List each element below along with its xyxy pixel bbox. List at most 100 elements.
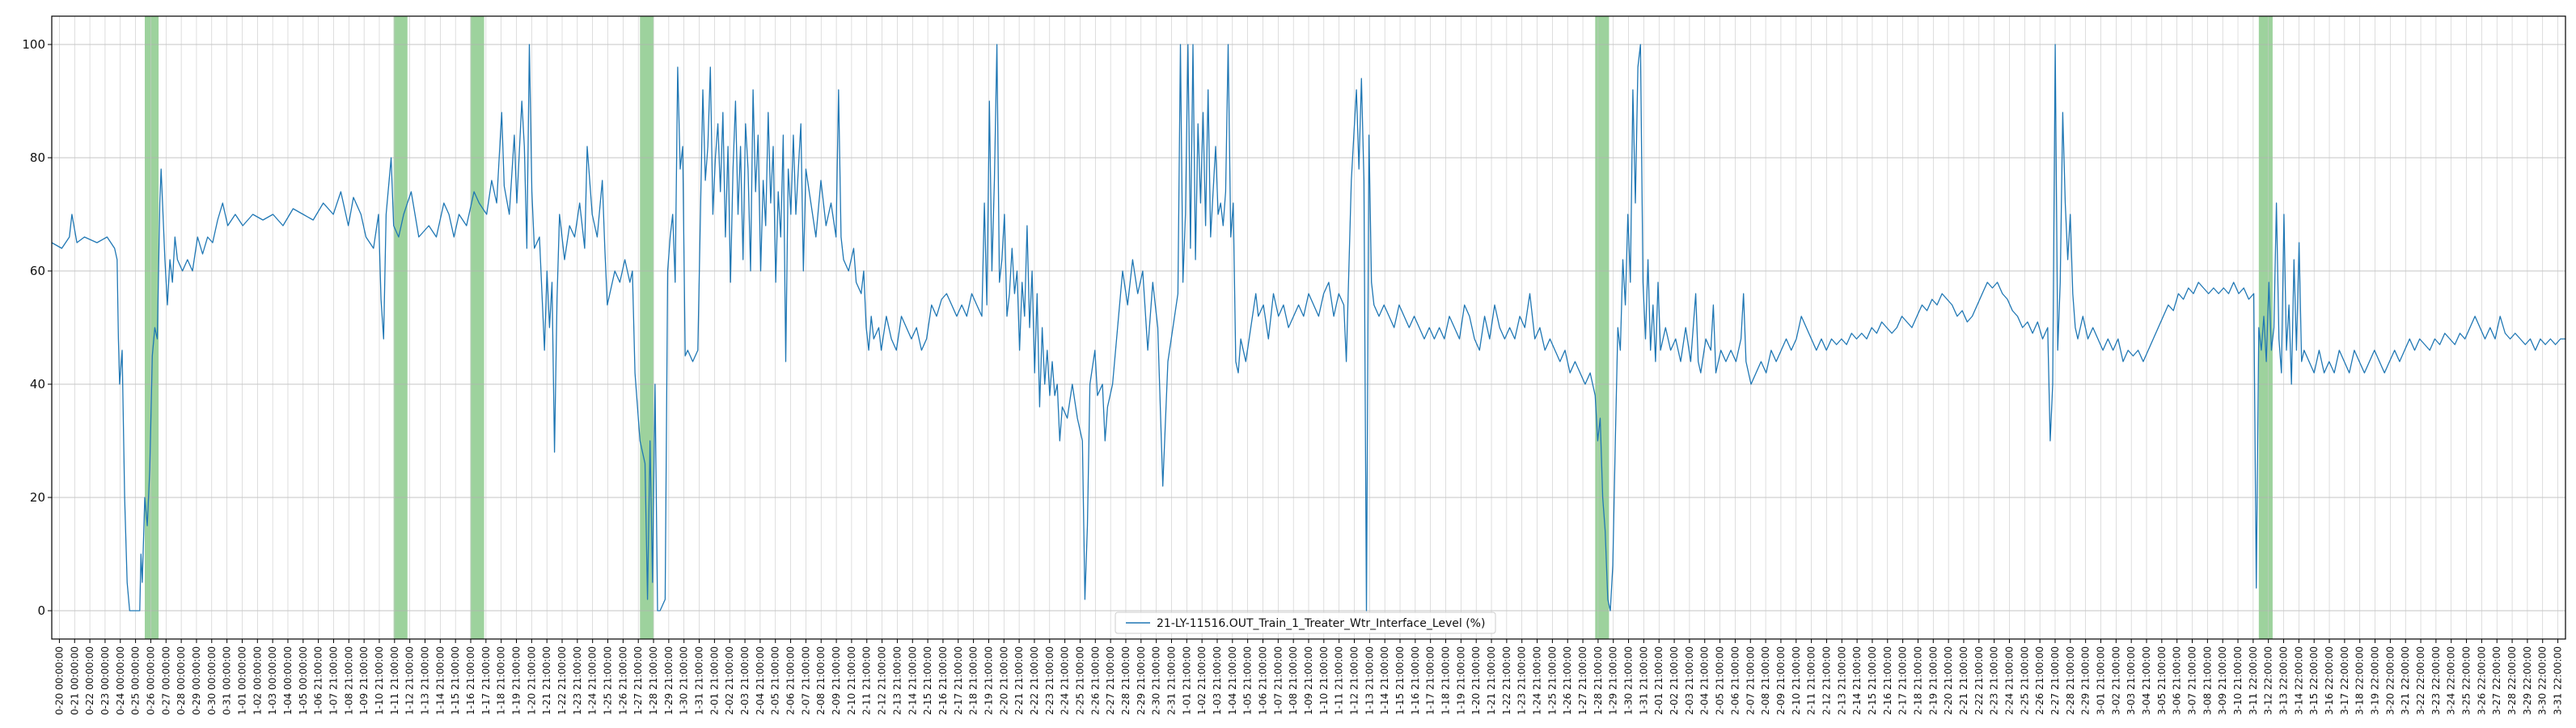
x-tick-label-52: 2-10 21:00:00 xyxy=(846,646,857,715)
x-tick-label-22: 1-11 21:00:00 xyxy=(389,646,400,715)
x-tick-label-156: 3-23 22:00:00 xyxy=(2430,646,2442,715)
x-tick-label-155: 3-22 22:00:00 xyxy=(2415,646,2426,715)
x-tick-label-152: 3-19 22:00:00 xyxy=(2370,646,2381,715)
x-tick-label-13: 1-02 00:00:00 xyxy=(252,646,263,715)
y-tick-label-2: 40 xyxy=(30,377,45,392)
x-tick-label-53: 2-11 21:00:00 xyxy=(861,646,873,715)
x-tick-label-154: 3-21 22:00:00 xyxy=(2400,646,2411,715)
x-tick-label-56: 2-14 21:00:00 xyxy=(907,646,918,715)
x-tick-label-104: 1-31 21:00:00 xyxy=(1638,646,1649,715)
highlight-band-4 xyxy=(1595,16,1609,639)
highlight-bands xyxy=(144,16,2273,639)
x-tick-label-2: 0-22 00:00:00 xyxy=(84,646,95,715)
x-tick-label-139: 3-06 21:00:00 xyxy=(2172,646,2183,715)
highlight-band-1 xyxy=(393,16,408,639)
legend: 21-LY-11516.OUT_Train_1_Treater_Wtr_Inte… xyxy=(1115,612,1496,634)
x-tick-label-110: 2-06 21:00:00 xyxy=(1729,646,1741,715)
x-tick-label-66: 2-24 21:00:00 xyxy=(1060,646,1071,715)
x-tick-label-48: 2-06 21:00:00 xyxy=(785,646,797,715)
x-tick-label-83: 1-10 21:00:00 xyxy=(1318,646,1330,715)
x-tick-label-65: 2-23 21:00:00 xyxy=(1044,646,1055,715)
x-tick-label-151: 3-18 22:00:00 xyxy=(2354,646,2366,715)
x-tick-label-84: 1-11 21:00:00 xyxy=(1334,646,1345,715)
x-tick-label-68: 2-26 21:00:00 xyxy=(1089,646,1101,715)
x-tick-label-32: 1-21 21:00:00 xyxy=(541,646,552,715)
x-tick-label-76: 1-03 21:00:00 xyxy=(1212,646,1223,715)
x-tick-label-163: 3-30 22:00:00 xyxy=(2537,646,2549,715)
x-tick-label-158: 3-25 22:00:00 xyxy=(2461,646,2472,715)
y-tick-label-5: 100 xyxy=(22,37,45,52)
x-tick-label-47: 2-05 21:00:00 xyxy=(770,646,781,715)
x-tick-label-127: 2-23 21:00:00 xyxy=(1989,646,2000,715)
x-tick-label-146: 3-13 22:00:00 xyxy=(2278,646,2290,715)
x-tick-label-11: 0-31 00:00:00 xyxy=(222,646,233,715)
x-tick-label-15: 1-04 00:00:00 xyxy=(282,646,294,715)
x-tick-label-58: 2-16 21:00:00 xyxy=(937,646,949,715)
x-tick-label-108: 2-04 21:00:00 xyxy=(1699,646,1711,715)
x-tick-label-27: 1-16 21:00:00 xyxy=(465,646,476,715)
x-tick-label-57: 2-15 21:00:00 xyxy=(922,646,933,715)
x-tick-label-120: 2-16 21:00:00 xyxy=(1882,646,1893,715)
x-tick-label-9: 0-29 00:00:00 xyxy=(191,646,202,715)
x-tick-label-49: 2-07 21:00:00 xyxy=(800,646,811,715)
x-tick-label-62: 2-20 21:00:00 xyxy=(998,646,1009,715)
x-tick-label-157: 3-24 22:00:00 xyxy=(2446,646,2457,715)
x-tick-label-61: 2-19 21:00:00 xyxy=(983,646,994,715)
x-tick-label-72: 2-30 21:00:00 xyxy=(1151,646,1162,715)
x-tick-label-134: 3-01 21:00:00 xyxy=(2095,646,2106,715)
x-tick-label-69: 2-27 21:00:00 xyxy=(1105,646,1116,715)
x-tick-label-45: 2-03 21:00:00 xyxy=(739,646,751,715)
x-tick-label-102: 1-29 21:00:00 xyxy=(1608,646,1619,715)
x-axis: 0-20 00:00:00 0-21 00:00:00 0-22 00:00:00 0… xyxy=(53,639,2564,715)
x-tick-label-18: 1-07 21:00:00 xyxy=(328,646,339,715)
x-tick-label-91: 1-18 21:00:00 xyxy=(1440,646,1452,715)
x-tick-label-29: 1-18 21:00:00 xyxy=(496,646,507,715)
x-tick-label-105: 2-01 21:00:00 xyxy=(1653,646,1664,715)
x-tick-label-145: 3-12 22:00:00 xyxy=(2263,646,2274,715)
x-tick-label-85: 1-12 21:00:00 xyxy=(1349,646,1360,715)
x-tick-label-1: 0-21 00:00:00 xyxy=(69,646,80,715)
x-tick-label-92: 1-19 21:00:00 xyxy=(1455,646,1466,715)
x-tick-label-34: 1-23 21:00:00 xyxy=(572,646,583,715)
highlight-band-5 xyxy=(2258,16,2273,639)
x-tick-label-130: 2-26 21:00:00 xyxy=(2034,646,2045,715)
x-tick-label-50: 2-08 21:00:00 xyxy=(815,646,827,715)
x-tick-label-8: 0-28 00:00:00 xyxy=(176,646,187,715)
x-tick-label-64: 2-22 21:00:00 xyxy=(1029,646,1040,715)
x-tick-label-39: 1-28 21:00:00 xyxy=(648,646,659,715)
x-tick-label-20: 1-09 21:00:00 xyxy=(358,646,370,715)
x-tick-label-101: 1-28 21:00:00 xyxy=(1593,646,1604,715)
x-tick-label-126: 2-22 21:00:00 xyxy=(1973,646,1985,715)
x-tick-label-30: 1-19 21:00:00 xyxy=(511,646,522,715)
x-tick-label-162: 3-29 22:00:00 xyxy=(2522,646,2533,715)
x-tick-label-111: 2-07 21:00:00 xyxy=(1745,646,1756,715)
x-tick-label-129: 2-25 21:00:00 xyxy=(2019,646,2030,715)
x-tick-label-81: 1-08 21:00:00 xyxy=(1288,646,1299,715)
x-tick-label-123: 2-19 21:00:00 xyxy=(1927,646,1939,715)
x-tick-label-43: 2-01 21:00:00 xyxy=(709,646,720,715)
x-tick-label-55: 2-13 21:00:00 xyxy=(891,646,903,715)
x-tick-label-147: 3-14 22:00:00 xyxy=(2293,646,2304,715)
x-tick-label-54: 2-12 21:00:00 xyxy=(877,646,888,715)
x-tick-label-125: 2-21 21:00:00 xyxy=(1958,646,1969,715)
x-tick-label-67: 2-25 21:00:00 xyxy=(1074,646,1085,715)
x-tick-label-51: 2-09 21:00:00 xyxy=(831,646,842,715)
x-tick-label-135: 3-02 21:00:00 xyxy=(2110,646,2121,715)
x-tick-label-89: 1-16 21:00:00 xyxy=(1410,646,1421,715)
x-tick-label-94: 1-21 21:00:00 xyxy=(1486,646,1497,715)
x-tick-label-98: 1-25 21:00:00 xyxy=(1546,646,1558,715)
y-tick-label-3: 60 xyxy=(30,264,45,278)
series-layer xyxy=(51,44,2565,612)
x-tick-label-38: 1-27 21:00:00 xyxy=(632,646,644,715)
x-tick-label-5: 0-25 00:00:00 xyxy=(130,646,142,715)
highlight-band-0 xyxy=(144,16,159,639)
x-tick-label-136: 3-03 21:00:00 xyxy=(2126,646,2137,715)
x-tick-label-117: 2-13 21:00:00 xyxy=(1836,646,1847,715)
x-tick-label-121: 2-17 21:00:00 xyxy=(1897,646,1909,715)
x-tick-label-41: 1-30 21:00:00 xyxy=(679,646,690,715)
x-tick-label-59: 2-17 21:00:00 xyxy=(953,646,964,715)
x-tick-label-142: 3-09 21:00:00 xyxy=(2217,646,2228,715)
x-tick-label-75: 1-02 21:00:00 xyxy=(1196,646,1208,715)
x-tick-label-115: 2-11 21:00:00 xyxy=(1806,646,1817,715)
